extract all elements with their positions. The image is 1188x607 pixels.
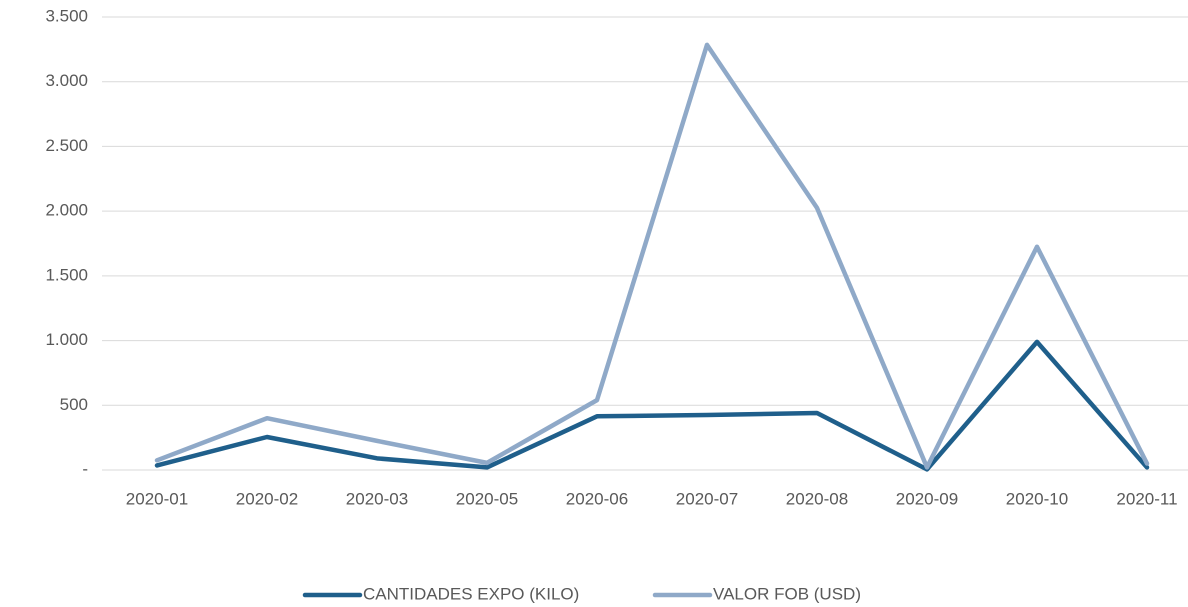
x-tick-label: 2020-06 bbox=[566, 489, 628, 508]
data-line bbox=[154, 339, 1150, 472]
data-line bbox=[154, 42, 1150, 470]
legend-label: VALOR FOB (USD) bbox=[713, 584, 861, 603]
x-tick-label: 2020-10 bbox=[1006, 489, 1068, 508]
x-tick-label: 2020-05 bbox=[456, 489, 518, 508]
y-tick-label: 1.000 bbox=[45, 330, 88, 349]
y-tick-label: 2.500 bbox=[45, 136, 88, 155]
x-tick-label: 2020-08 bbox=[786, 489, 848, 508]
x-tick-label: 2020-11 bbox=[1116, 489, 1177, 508]
y-tick-label: 3.500 bbox=[45, 6, 88, 25]
x-tick-label: 2020-02 bbox=[236, 489, 298, 508]
x-tick-label: 2020-03 bbox=[346, 489, 408, 508]
y-tick-label: - bbox=[82, 459, 88, 478]
x-tick-label: 2020-07 bbox=[676, 489, 738, 508]
x-tick-label: 2020-01 bbox=[126, 489, 188, 508]
y-tick-label: 1.500 bbox=[45, 265, 88, 284]
y-tick-label: 500 bbox=[60, 395, 88, 414]
x-tick-label: 2020-09 bbox=[896, 489, 958, 508]
y-tick-label: 2.000 bbox=[45, 201, 88, 220]
y-tick-label: 3.000 bbox=[45, 71, 88, 90]
legend-label: CANTIDADES EXPO (KILO) bbox=[363, 584, 579, 603]
